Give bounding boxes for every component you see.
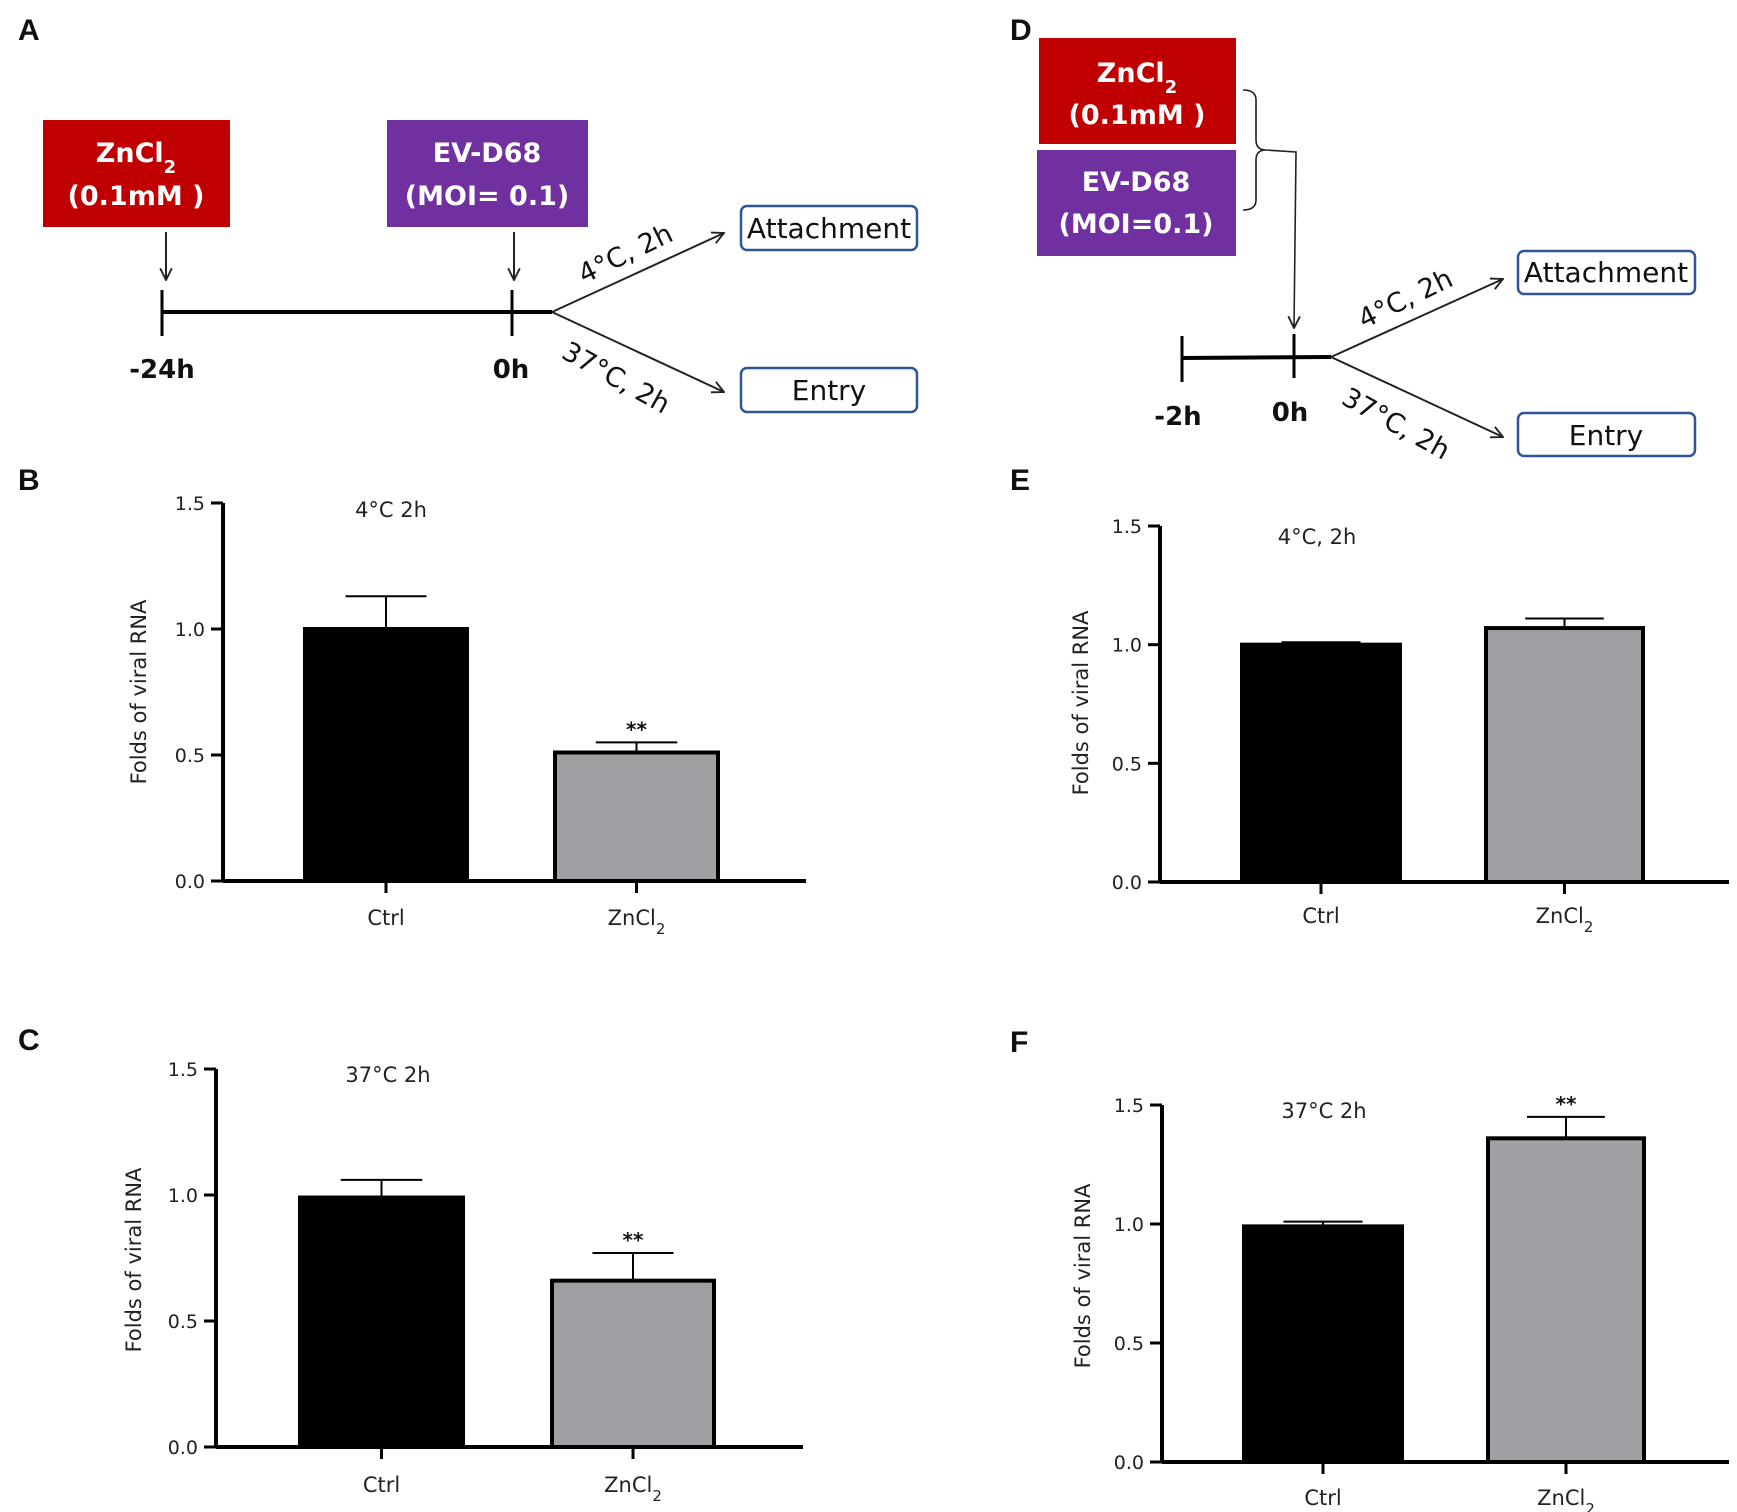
timeline-start-label: -2h	[1154, 402, 1201, 432]
x-category-label-zncl2: ZnCl2	[1537, 1486, 1595, 1512]
virus-box-moi: (MOI= 0.1)	[405, 181, 569, 212]
zinc-treatment-box	[43, 120, 230, 227]
y-tick-label: 0.5	[1112, 753, 1142, 775]
bar-zncl2	[1486, 1136, 1646, 1464]
zinc-box-dose: (0.1mM )	[1069, 100, 1206, 131]
chart-panel-e: E 4°C, 2h Folds of viral RNA Ctrl ZnCl2 0.0 0.…	[1010, 464, 1729, 936]
chart-title: 37°C 2h	[1281, 1099, 1366, 1123]
virus-box-label: EV-D68	[1082, 167, 1191, 198]
bar-ctrl	[1240, 642, 1402, 885]
co-treatment-arrow	[1265, 149, 1296, 328]
chart-panel-f: F 37°C 2h Folds of viral RNA Ctrl ** ZnCl2 0.0…	[1010, 1026, 1729, 1512]
chart-panel-c: C 37°C 2h Folds of viral RNA Ctrl ** ZnCl2 0.0…	[18, 1024, 803, 1505]
y-tick-label: 0.5	[168, 1311, 198, 1333]
virus-box-moi: (MOI=0.1)	[1059, 209, 1214, 240]
panel-letter: E	[1010, 464, 1030, 497]
virus-box-label: EV-D68	[433, 138, 542, 169]
bar-zncl2	[553, 750, 720, 883]
x-category-label-zncl2: ZnCl2	[604, 1473, 662, 1505]
attachment-outcome-box	[1516, 249, 1697, 296]
significance-marker: **	[623, 1228, 644, 1252]
x-category-label-zncl2: ZnCl2	[1536, 904, 1594, 936]
timeline-zero-label: 0h	[493, 355, 530, 385]
entry-arrow	[551, 311, 724, 392]
bar-ctrl	[303, 627, 469, 883]
attachment-outcome-label: Attachment	[747, 212, 911, 245]
panel-letter: C	[18, 1024, 40, 1057]
x-category-label-ctrl: Ctrl	[367, 906, 404, 930]
x-category-label-ctrl: Ctrl	[1302, 904, 1339, 928]
significance-marker: **	[626, 717, 647, 741]
timeline-axis	[1180, 355, 1332, 360]
x-category-label-ctrl: Ctrl	[1304, 1486, 1341, 1510]
bar-zncl2	[1484, 626, 1645, 885]
zinc-box-label: ZnCl2	[1097, 58, 1177, 98]
y-tick-label: 0.0	[1112, 872, 1142, 894]
y-axis-label: Folds of viral RNA	[1069, 610, 1093, 795]
panel-letter-a: A	[18, 14, 40, 47]
y-tick-label: 1.0	[1114, 1214, 1144, 1236]
virus-infection-box	[1037, 150, 1236, 256]
entry-outcome-label: Entry	[1569, 419, 1644, 452]
y-tick-label: 1.5	[1112, 516, 1142, 538]
panel-letter: B	[18, 464, 40, 497]
zinc-box-dose: (0.1mM )	[68, 181, 205, 212]
zinc-box-label: ZnCl2	[96, 138, 176, 178]
chart-title: 4°C, 2h	[1278, 525, 1357, 549]
timeline-start-label: -24h	[129, 355, 194, 385]
zinc-treatment-box	[1039, 38, 1236, 144]
cold-condition-label: 4°C, 2h	[573, 218, 677, 290]
x-category-label-ctrl: Ctrl	[363, 1473, 400, 1497]
y-tick-label: 1.5	[1114, 1095, 1144, 1117]
entry-outcome-box	[1516, 411, 1697, 458]
y-tick-label: 1.5	[175, 493, 205, 515]
entry-outcome-label: Entry	[792, 374, 867, 407]
attachment-arrow	[551, 233, 724, 313]
y-tick-label: 1.0	[175, 619, 205, 641]
entry-arrow	[1330, 356, 1503, 437]
panel-letter-d: D	[1010, 14, 1032, 47]
entry-outcome-box	[739, 366, 919, 414]
y-tick-label: 1.0	[168, 1185, 198, 1207]
y-tick-label: 0.5	[175, 745, 205, 767]
co-treatment-bracket	[1242, 89, 1267, 211]
attachment-outcome-label: Attachment	[1524, 256, 1688, 289]
y-axis-label: Folds of viral RNA	[1071, 1183, 1095, 1368]
y-tick-label: 0.0	[168, 1437, 198, 1459]
significance-marker: **	[1556, 1092, 1577, 1116]
y-tick-label: 1.0	[1112, 635, 1142, 657]
y-tick-label: 0.0	[1114, 1452, 1144, 1474]
virus-infection-box	[387, 120, 588, 227]
timeline-zero-label: 0h	[1272, 398, 1309, 428]
attachment-outcome-box	[739, 204, 919, 252]
attachment-arrow	[1330, 279, 1503, 358]
x-category-label-zncl2: ZnCl2	[608, 906, 666, 938]
bar-ctrl	[1242, 1224, 1404, 1464]
bar-zncl2	[550, 1278, 716, 1450]
chart-panel-b: B 4°C 2h Folds of viral RNA Ctrl ** ZnCl2 0.0 0…	[18, 464, 806, 938]
warm-condition-label: 37°C, 2h	[557, 336, 675, 420]
y-tick-label: 0.0	[175, 871, 205, 893]
bar-ctrl	[298, 1195, 465, 1450]
y-tick-label: 0.5	[1114, 1333, 1144, 1355]
y-axis-label: Folds of viral RNA	[122, 1167, 146, 1352]
chart-title: 4°C 2h	[355, 498, 427, 522]
y-axis-label: Folds of viral RNA	[127, 599, 151, 784]
cold-condition-label: 4°C, 2h	[1353, 263, 1457, 335]
panel-a-timeline: A ZnCl2 (0.1mM ) EV-D68 (MOI= 0.1) -24h …	[18, 14, 919, 420]
panel-letter: F	[1010, 1026, 1028, 1059]
y-tick-label: 1.5	[168, 1059, 198, 1081]
panel-d-timeline: D ZnCl2 (0.1mM ) EV-D68 (MOI=0.1) -2h 0h…	[1010, 14, 1697, 466]
chart-title: 37°C 2h	[345, 1063, 430, 1087]
warm-condition-label: 37°C, 2h	[1337, 382, 1455, 466]
